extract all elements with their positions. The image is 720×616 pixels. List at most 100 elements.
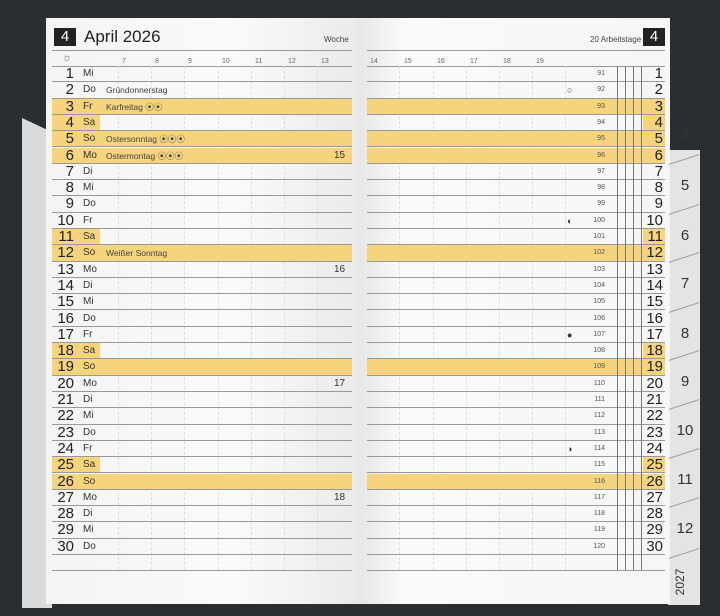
day-row-right[interactable] (367, 147, 665, 164)
day-row-right[interactable] (367, 490, 665, 507)
month-tabs-background (668, 150, 700, 605)
day-row-left[interactable] (52, 327, 352, 344)
day-row-right[interactable] (367, 294, 665, 311)
day-row-right[interactable] (367, 98, 665, 115)
day-row-left[interactable] (52, 131, 352, 148)
day-of-year: 98 (597, 184, 605, 192)
day-weekday: Mo (83, 263, 97, 275)
saturday-highlight (643, 343, 665, 359)
day-row-right[interactable] (367, 408, 665, 425)
day-number: 25 (57, 456, 74, 474)
day-row-right[interactable] (367, 522, 665, 539)
day-moon-phase-icon: ● (567, 329, 573, 340)
day-row-right[interactable] (367, 392, 665, 409)
hour-gridline (499, 66, 500, 570)
day-row-left[interactable] (52, 164, 352, 181)
day-row-right[interactable] (367, 376, 665, 392)
day-number: 13 (57, 260, 74, 278)
month-tab-6[interactable]: 6 (680, 227, 690, 244)
day-row-left[interactable] (52, 376, 352, 392)
hour-gridline (218, 66, 219, 570)
day-row-left[interactable] (52, 522, 352, 539)
day-of-year: 97 (597, 167, 605, 175)
day-row-left[interactable] (52, 278, 352, 295)
day-row-left[interactable] (52, 473, 352, 490)
day-number: 8 (65, 179, 74, 197)
day-row-right[interactable] (367, 164, 665, 181)
day-row-right[interactable] (367, 262, 665, 278)
day-row-left[interactable] (52, 196, 352, 213)
month-tab-7[interactable]: 7 (680, 275, 690, 292)
day-weekday: So (83, 133, 96, 145)
day-row-right[interactable] (367, 245, 665, 262)
day-row-left[interactable] (52, 294, 352, 311)
day-row-left[interactable] (52, 98, 352, 115)
month-tab-8[interactable]: 8 (680, 325, 690, 342)
day-row-left[interactable] (52, 490, 352, 507)
day-row-right[interactable] (367, 180, 665, 197)
day-number-right: 13 (646, 260, 663, 278)
day-row-left[interactable] (52, 262, 352, 278)
day-row-right[interactable] (367, 311, 665, 327)
day-row-right[interactable] (367, 196, 665, 213)
day-row-right[interactable] (367, 66, 665, 83)
day-row-right[interactable] (367, 457, 665, 474)
day-row-left[interactable] (52, 408, 352, 425)
day-row-left[interactable] (52, 147, 352, 164)
month-tab-12[interactable]: 12 (676, 520, 694, 537)
day-row-left[interactable] (52, 392, 352, 409)
day-row-right[interactable] (367, 441, 665, 458)
day-row-right[interactable] (367, 229, 665, 246)
day-number-right: 17 (646, 325, 663, 343)
day-weekday: Mo (83, 377, 97, 389)
day-of-year: 105 (593, 298, 605, 306)
day-row-right[interactable] (367, 343, 665, 360)
day-holiday: Ostermontag ⦿⦿⦿ (106, 150, 183, 161)
day-row-left[interactable] (52, 82, 352, 99)
day-of-year: 113 (593, 428, 605, 436)
day-number-right: 4 (654, 113, 663, 131)
day-row-left[interactable] (52, 506, 352, 523)
day-number-right: 6 (654, 146, 663, 164)
day-weekday: Sa (83, 231, 96, 242)
hour-label: 14 (370, 58, 378, 65)
hour-label: 10 (222, 58, 230, 65)
day-row-right[interactable] (367, 473, 665, 490)
day-row-right[interactable] (367, 327, 665, 344)
day-row-left[interactable] (52, 441, 352, 458)
day-number: 19 (57, 358, 74, 376)
day-row-right[interactable] (367, 278, 665, 295)
month-tab-9[interactable]: 9 (680, 373, 690, 390)
day-row-right[interactable] (367, 115, 665, 132)
day-row-left[interactable] (52, 213, 352, 229)
day-row-left[interactable] (52, 539, 352, 555)
day-row-left[interactable] (52, 115, 352, 132)
day-row-left[interactable] (52, 245, 352, 262)
month-tab-11[interactable]: 11 (677, 471, 693, 488)
saturday-highlight (643, 114, 665, 131)
month-tab-10[interactable]: 10 (676, 422, 694, 439)
month-tab-5[interactable]: 5 (680, 177, 690, 194)
day-row-left[interactable] (52, 457, 352, 474)
day-row-left[interactable] (52, 66, 352, 83)
year-tab-2027[interactable]: 2027 (673, 568, 687, 596)
day-row-left[interactable] (52, 359, 352, 376)
day-weekday: Mo (83, 491, 97, 503)
day-row-right[interactable] (367, 131, 665, 148)
day-row-right[interactable] (367, 82, 665, 99)
column-line (625, 66, 626, 570)
day-of-year: 95 (597, 135, 605, 143)
month-tab-4[interactable]: 4 (680, 127, 690, 144)
divider (52, 66, 352, 67)
day-row-right[interactable] (367, 506, 665, 523)
day-row-left[interactable] (52, 425, 352, 441)
day-row-left[interactable] (52, 311, 352, 327)
day-row-right[interactable] (367, 213, 665, 229)
day-row-left[interactable] (52, 180, 352, 197)
day-row-left[interactable] (52, 229, 352, 246)
day-row-right[interactable] (367, 425, 665, 441)
day-row-right[interactable] (367, 359, 665, 376)
day-row-right[interactable] (367, 539, 665, 555)
day-row-left[interactable] (52, 343, 352, 360)
day-of-year: 110 (593, 379, 605, 387)
